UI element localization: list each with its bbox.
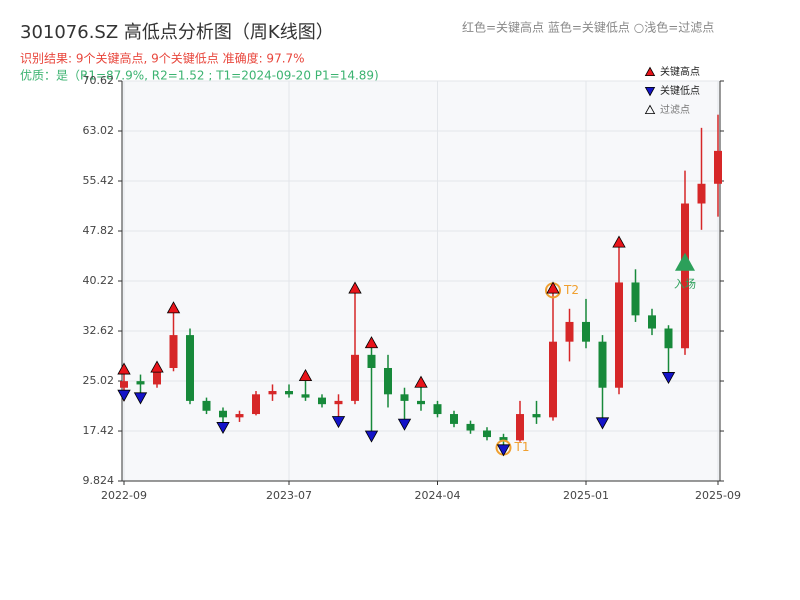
candle-body: [582, 321, 590, 342]
y-tick-label: 9.824: [83, 474, 115, 487]
x-tick-label: 2024-04: [415, 489, 461, 502]
candle-body: [598, 341, 607, 388]
quality-note: 优质：是（R1=87.9%, R2=1.52 ; T1=2024-09-20 P…: [20, 69, 379, 83]
top-note: 红色=关键高点 蓝色=关键低点 ○浅色=过滤点: [462, 20, 714, 35]
candle-body: [285, 391, 293, 395]
candle-body: [417, 400, 425, 405]
candle-body: [450, 414, 458, 424]
annotation-label: T1: [514, 440, 530, 454]
candle-body: [400, 394, 409, 401]
x-tick-label: 2022-09: [101, 489, 147, 502]
y-tick-label: 25.02: [83, 374, 115, 387]
chart-title: 301076.SZ 高低点分析图（周K线图）: [20, 22, 334, 43]
candle-body: [351, 354, 359, 401]
entry-marker: [675, 252, 695, 271]
key-low-marker: [364, 430, 379, 443]
candle-body: [252, 394, 260, 415]
candle-body: [549, 341, 557, 418]
candle-body: [516, 414, 524, 441]
candle-body: [631, 282, 640, 316]
candle-body: [318, 397, 326, 405]
candle-body: [466, 423, 475, 431]
x-tick-label: 2025-09: [695, 489, 741, 502]
key-low-marker: [331, 416, 346, 429]
y-tick-label: 40.22: [83, 274, 115, 287]
legend-label: 关键高点: [660, 65, 700, 78]
candle-body: [136, 381, 145, 385]
key-low-marker: [216, 422, 230, 435]
key-low-marker: [661, 372, 676, 385]
entry-label: 入场: [674, 277, 696, 291]
y-tick-label: 32.62: [83, 324, 115, 337]
legend-marker: [644, 87, 656, 97]
y-tick-label: 17.42: [83, 424, 115, 437]
annotation-label: T2: [563, 283, 579, 297]
key-high-marker: [348, 281, 362, 294]
key-low-marker: [595, 417, 610, 430]
candle-body: [565, 321, 574, 342]
candle-body: [499, 437, 508, 441]
candle-body: [681, 203, 689, 349]
legend-marker: [644, 66, 656, 76]
legend-label: 过滤点: [660, 103, 690, 116]
candle-body: [153, 371, 161, 385]
key-high-marker: [166, 301, 181, 314]
candle-body: [615, 282, 623, 388]
key-low-marker: [496, 444, 511, 457]
candle-body: [334, 400, 343, 405]
candle-body: [648, 315, 656, 329]
legend-marker: [644, 104, 656, 114]
x-tick-label: 2025-01: [563, 489, 609, 502]
candle-body: [268, 391, 277, 395]
y-tick-label: 47.82: [83, 224, 115, 237]
key-high-marker: [414, 375, 428, 388]
candle-body: [532, 414, 541, 418]
candle-body: [301, 394, 310, 398]
key-low-marker: [117, 389, 131, 402]
key-high-marker: [117, 362, 131, 375]
y-tick-label: 70.62: [83, 74, 115, 87]
candle-body: [169, 335, 178, 368]
subtitle: 识别结果: 9个关键高点, 9个关键低点 准确度: 97.7%: [20, 51, 305, 66]
key-high-marker: [150, 360, 164, 373]
y-tick-label: 63.02: [83, 124, 115, 137]
key-low-marker: [397, 418, 412, 431]
key-high-marker: [364, 336, 379, 349]
key-low-marker: [133, 392, 148, 405]
legend-label: 关键低点: [660, 84, 700, 97]
key-high-marker: [298, 369, 313, 382]
candle-body: [219, 410, 227, 418]
key-high-marker: [546, 281, 560, 294]
x-tick-label: 2023-07: [266, 489, 312, 502]
candle-body: [714, 150, 722, 184]
y-tick-label: 55.42: [83, 174, 115, 187]
candle-body: [120, 381, 128, 388]
candle-body: [664, 328, 673, 349]
candle-body: [384, 367, 392, 395]
candle-body: [367, 354, 376, 368]
candle-body: [235, 414, 244, 418]
candle-body: [186, 335, 194, 401]
candle-body: [697, 183, 706, 204]
key-high-marker: [612, 235, 626, 248]
candle-body: [433, 404, 442, 415]
candle-body: [483, 430, 491, 438]
candle-body: [202, 400, 211, 411]
